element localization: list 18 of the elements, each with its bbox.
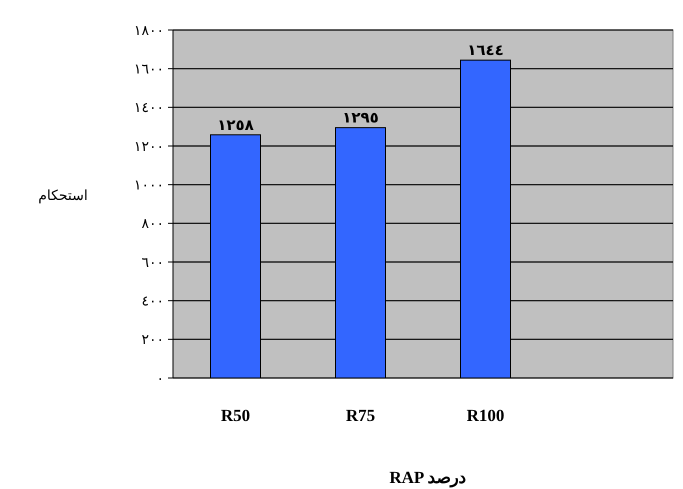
y-tick-label: ٦٠٠: [141, 254, 164, 271]
y-tick-label: ١٤٠٠: [134, 100, 164, 116]
x-tick-label: R50: [220, 406, 250, 425]
y-tick-label: ٢٠٠: [141, 332, 164, 348]
x-axis-title: RAP درصد: [389, 468, 467, 488]
x-tick-label: R75: [346, 406, 376, 425]
y-tick-label: ١٦٠٠: [134, 62, 164, 78]
x-tick-label: R100: [466, 406, 504, 425]
data-label: ١٢٩٥: [342, 108, 379, 127]
y-tick-label: ١٠٠٠: [134, 178, 164, 194]
data-label: ١٦٤٤: [467, 41, 504, 60]
data-label: ١٢٥٨: [217, 116, 254, 134]
y-tick-label: ١٨٠٠: [134, 22, 164, 39]
y-tick-label: ٤٠٠: [141, 294, 164, 310]
y-tick-label: ٠: [156, 370, 164, 387]
y-tick-label: ١٢٠٠: [134, 138, 164, 155]
y-tick-label: ٨٠٠: [141, 216, 164, 232]
y-axis-title: استحکام: [38, 188, 88, 204]
